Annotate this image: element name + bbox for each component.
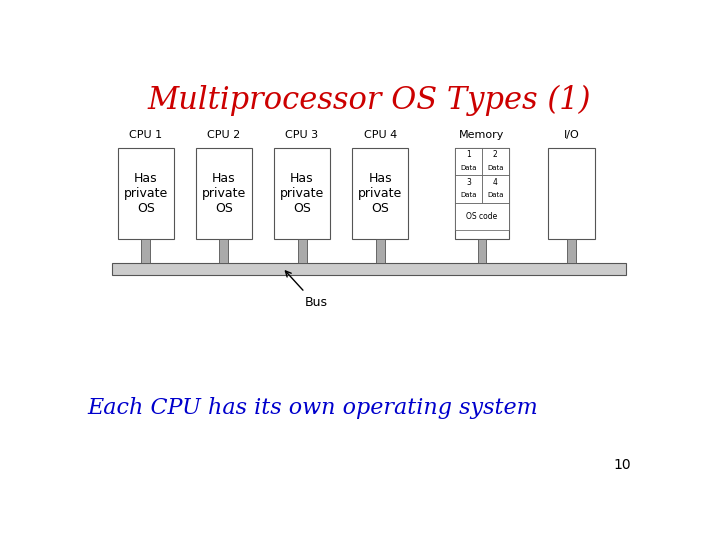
Bar — [482, 148, 508, 176]
Text: 2: 2 — [493, 150, 498, 159]
Bar — [274, 148, 330, 239]
Text: Memory: Memory — [459, 131, 505, 140]
Text: CPU 2: CPU 2 — [207, 131, 240, 140]
Bar — [482, 176, 508, 203]
Bar — [456, 176, 482, 203]
Bar — [567, 239, 576, 263]
Bar — [352, 148, 408, 239]
Bar — [456, 148, 482, 176]
Bar — [196, 148, 252, 239]
Text: 4: 4 — [492, 178, 498, 187]
Bar — [220, 239, 228, 263]
Bar — [118, 148, 174, 239]
Bar — [547, 148, 595, 239]
Text: Each CPU has its own operating system: Each CPU has its own operating system — [88, 397, 539, 419]
Text: Has
private
OS: Has private OS — [358, 172, 402, 215]
Text: Multiprocessor OS Types (1): Multiprocessor OS Types (1) — [148, 85, 590, 116]
Text: Has
private
OS: Has private OS — [124, 172, 168, 215]
Text: Data: Data — [461, 192, 477, 198]
Bar — [112, 263, 626, 275]
Bar — [456, 148, 508, 239]
Text: CPU 3: CPU 3 — [285, 131, 319, 140]
Text: Has
private
OS: Has private OS — [202, 172, 246, 215]
Bar — [297, 239, 307, 263]
Text: 1: 1 — [467, 150, 471, 159]
Text: 10: 10 — [613, 458, 631, 472]
Text: I/O: I/O — [563, 131, 579, 140]
Text: CPU 4: CPU 4 — [364, 131, 397, 140]
Text: Data: Data — [461, 165, 477, 171]
Text: 3: 3 — [467, 178, 471, 187]
Bar — [456, 203, 508, 230]
Bar — [141, 239, 150, 263]
Text: Has
private
OS: Has private OS — [280, 172, 324, 215]
Text: Data: Data — [487, 165, 503, 171]
Text: OS code: OS code — [467, 212, 498, 221]
Bar — [376, 239, 384, 263]
Bar — [477, 239, 487, 263]
Text: Bus: Bus — [305, 295, 328, 308]
Text: CPU 1: CPU 1 — [129, 131, 163, 140]
Text: Data: Data — [487, 192, 503, 198]
